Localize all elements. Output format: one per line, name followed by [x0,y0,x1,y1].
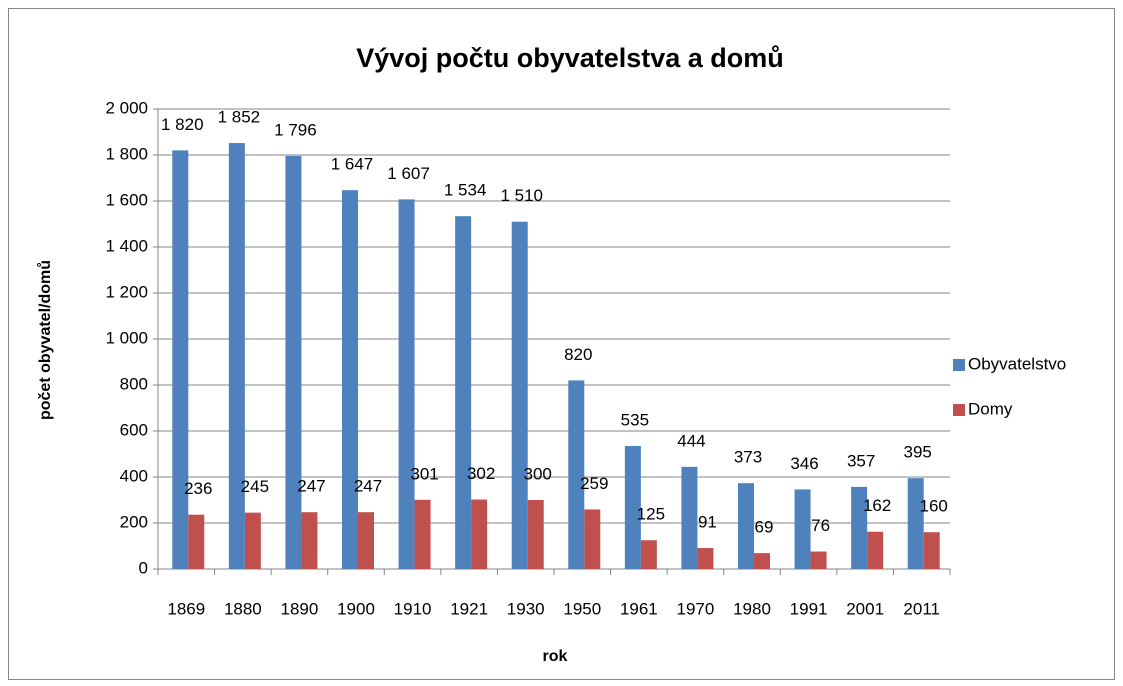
bar [754,553,770,569]
data-label: 247 [297,477,325,496]
bar [568,380,585,569]
data-label: 301 [410,464,438,483]
y-tick-label: 1 400 [105,236,148,255]
bar [511,221,528,569]
bar [584,509,601,569]
bar [285,155,302,570]
y-tick-label: 1 000 [105,328,148,347]
bar [228,143,245,570]
bar [471,499,488,569]
bar [794,489,811,569]
y-tick-label: 0 [139,558,148,577]
x-tick-label: 1930 [507,599,545,618]
y-tick-label: 600 [120,420,148,439]
legend-swatch [953,404,965,416]
data-label: 69 [755,518,774,537]
x-tick-label: 1961 [620,599,658,618]
data-label: 245 [241,477,269,496]
bar [301,512,318,569]
bar [810,551,827,569]
x-tick-label: 1890 [281,599,319,618]
x-tick-label: 1869 [167,599,205,618]
bar [414,499,431,569]
legend-swatch [953,359,965,371]
bar [738,483,754,569]
x-tick-label: 1921 [450,599,488,618]
data-label: 76 [811,516,830,535]
x-tick-label: 1900 [337,599,375,618]
legend-label: Domy [968,399,1013,418]
data-label: 259 [580,474,608,493]
data-label: 346 [790,454,818,473]
data-label: 444 [677,431,705,450]
bar [455,216,472,569]
data-label: 1 820 [161,115,204,134]
y-tick-label: 400 [120,466,148,485]
bar [342,190,358,569]
bar [527,500,544,569]
bar [923,532,940,569]
data-label: 373 [734,448,762,467]
data-label: 1 796 [274,120,317,139]
data-label: 160 [920,497,948,516]
legend-label: Obyvatelstvo [968,354,1066,373]
bar [624,445,641,569]
y-tick-label: 1 200 [105,282,148,301]
data-label: 1 647 [331,155,374,174]
bar [867,531,884,569]
y-tick-label: 1 800 [105,144,148,163]
x-tick-label: 1880 [224,599,262,618]
y-axis-label: počet obyvatel/domů [37,260,54,420]
x-axis-label: rok [543,648,568,665]
y-tick-label: 2 000 [105,98,148,117]
data-label: 247 [354,477,382,496]
data-label: 535 [621,410,649,429]
data-label: 1 852 [218,108,261,127]
data-label: 91 [698,513,717,532]
data-label: 357 [847,451,875,470]
data-label: 302 [467,464,495,483]
bar [188,514,205,569]
x-tick-label: 1950 [563,599,601,618]
data-label: 125 [637,505,665,524]
x-tick-label: 1991 [790,599,828,618]
chart-title: Vývoj počtu obyvatelstva a domů [356,43,784,73]
bar [244,512,261,569]
data-label: 300 [524,464,552,483]
data-label: 1 607 [387,164,430,183]
x-tick-label: 1970 [677,599,715,618]
data-label: 1 510 [500,186,543,205]
x-tick-label: 2001 [846,599,884,618]
bar [697,548,714,569]
data-label: 395 [904,443,932,462]
bar [172,150,189,569]
bar [358,512,374,569]
bar [851,486,868,569]
bar [640,540,657,569]
y-tick-label: 200 [120,512,148,531]
bar [681,466,698,569]
y-tick-label: 800 [120,374,148,393]
data-label: 1 534 [444,181,487,200]
y-tick-label: 1 600 [105,190,148,209]
bar [398,199,415,569]
data-label: 162 [863,496,891,515]
bar [907,478,924,569]
data-label: 236 [184,479,212,498]
x-tick-label: 1980 [733,599,771,618]
x-tick-label: 1910 [394,599,432,618]
x-tick-label: 2011 [903,599,940,618]
data-label: 820 [564,345,592,364]
